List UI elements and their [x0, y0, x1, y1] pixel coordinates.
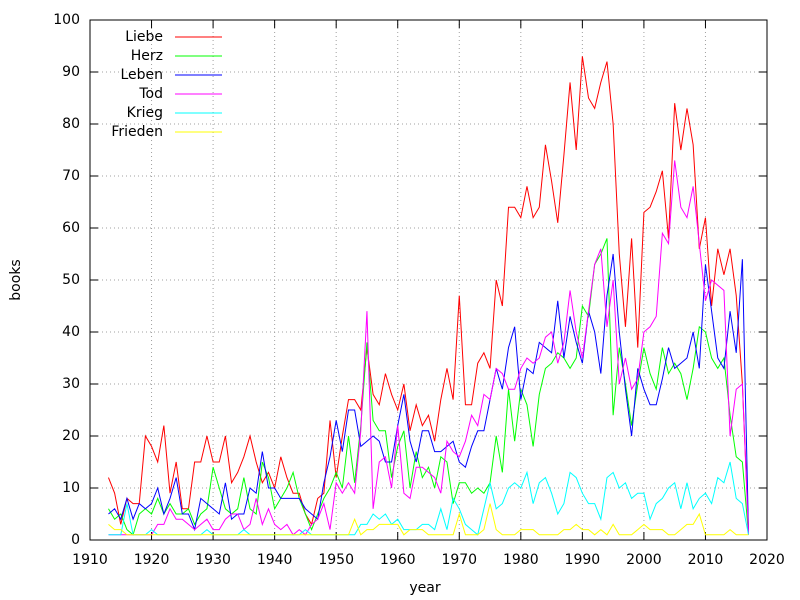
- legend-label: Leben: [120, 67, 163, 83]
- x-tick-label: 1980: [503, 552, 539, 568]
- y-tick-label: 30: [62, 376, 80, 392]
- y-tick-label: 100: [53, 12, 80, 28]
- y-tick-label: 20: [62, 428, 80, 444]
- y-tick-label: 0: [71, 532, 80, 548]
- x-axis-label: year: [409, 580, 440, 596]
- y-tick-label: 80: [62, 116, 80, 132]
- y-axis-label: books: [8, 259, 24, 300]
- y-tick-label: 40: [62, 324, 80, 340]
- x-tick-label: 2020: [749, 552, 785, 568]
- x-tick-label: 2000: [626, 552, 662, 568]
- y-tick-label: 90: [62, 64, 80, 80]
- legend-label: Krieg: [127, 105, 163, 121]
- x-tick-label: 1970: [441, 552, 477, 568]
- x-tick-label: 1960: [380, 552, 416, 568]
- series-line: [107, 56, 750, 530]
- legend-label: Frieden: [111, 124, 163, 140]
- y-tick-label: 60: [62, 220, 80, 236]
- x-tick-label: 1910: [72, 552, 108, 568]
- legend-label: Liebe: [125, 29, 163, 45]
- series-line: [108, 160, 750, 536]
- x-tick-label: 1940: [257, 552, 293, 568]
- y-tick-label: 50: [62, 272, 80, 288]
- x-tick-label: 1990: [565, 552, 601, 568]
- y-tick-label: 10: [62, 480, 80, 496]
- series-line: [108, 238, 750, 536]
- plot-frame: [89, 19, 768, 541]
- legend-label: Tod: [138, 86, 163, 102]
- y-tick-label: 70: [62, 168, 80, 184]
- x-tick-label: 2010: [688, 552, 724, 568]
- x-tick-label: 1920: [134, 552, 170, 568]
- x-tick-label: 1950: [318, 552, 354, 568]
- legend-label: Herz: [131, 48, 163, 64]
- series-line: [108, 253, 750, 535]
- x-tick-label: 1930: [195, 552, 231, 568]
- series-line: [108, 503, 749, 536]
